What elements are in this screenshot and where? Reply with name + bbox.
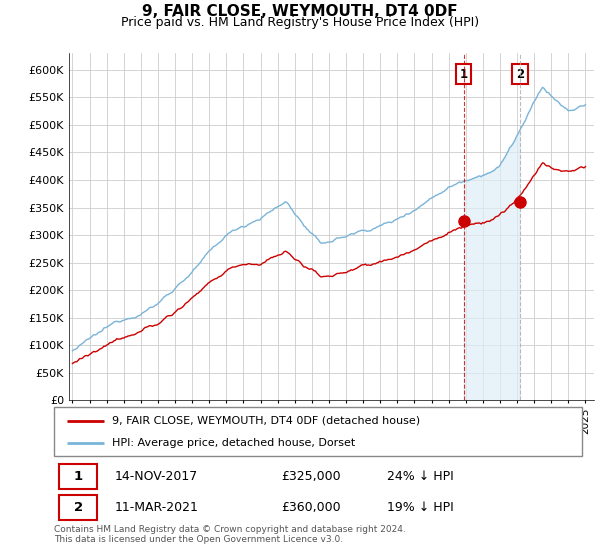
Text: HPI: Average price, detached house, Dorset: HPI: Average price, detached house, Dors… xyxy=(112,437,355,447)
Bar xyxy=(59,464,97,489)
Text: Contains HM Land Registry data © Crown copyright and database right 2024.
This d: Contains HM Land Registry data © Crown c… xyxy=(54,525,406,544)
Text: 2: 2 xyxy=(516,68,524,81)
Text: 19% ↓ HPI: 19% ↓ HPI xyxy=(386,501,454,514)
Text: 1: 1 xyxy=(74,470,83,483)
Text: 9, FAIR CLOSE, WEYMOUTH, DT4 0DF: 9, FAIR CLOSE, WEYMOUTH, DT4 0DF xyxy=(142,4,458,19)
Text: 2: 2 xyxy=(74,501,83,514)
Text: £325,000: £325,000 xyxy=(281,470,341,483)
Bar xyxy=(59,495,97,520)
Text: 1: 1 xyxy=(460,68,467,81)
Text: 14-NOV-2017: 14-NOV-2017 xyxy=(115,470,198,483)
Text: 11-MAR-2021: 11-MAR-2021 xyxy=(115,501,199,514)
Text: £360,000: £360,000 xyxy=(281,501,341,514)
Text: Price paid vs. HM Land Registry's House Price Index (HPI): Price paid vs. HM Land Registry's House … xyxy=(121,16,479,29)
Text: 9, FAIR CLOSE, WEYMOUTH, DT4 0DF (detached house): 9, FAIR CLOSE, WEYMOUTH, DT4 0DF (detach… xyxy=(112,416,420,426)
Text: 24% ↓ HPI: 24% ↓ HPI xyxy=(386,470,454,483)
